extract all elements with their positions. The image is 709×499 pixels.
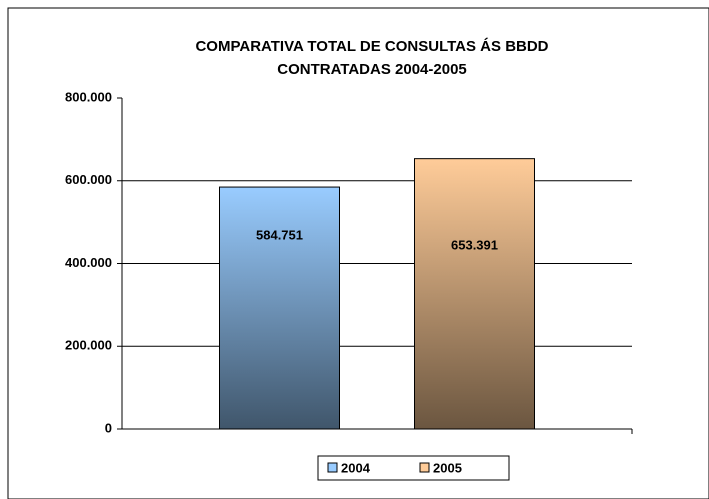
- legend-box: [317, 455, 510, 481]
- bar: [219, 186, 340, 430]
- legend-swatch: [419, 462, 430, 473]
- y-tick-label: 600.000: [65, 172, 112, 187]
- y-tick-label: 800.000: [65, 89, 112, 104]
- chart-frame: [7, 7, 709, 499]
- value-label: 653.391: [451, 237, 498, 252]
- bar: [414, 158, 535, 430]
- chart-title: COMPARATIVA TOTAL DE CONSULTAS ÁS BBDD: [195, 38, 548, 55]
- chart-title: CONTRATADAS 2004-2005: [277, 61, 467, 78]
- legend-swatch: [327, 462, 338, 473]
- legend-label: 2004: [341, 460, 371, 475]
- value-label: 584.751: [256, 227, 303, 242]
- y-tick-label: 0: [105, 420, 112, 435]
- legend-label: 2005: [433, 460, 462, 475]
- y-tick-label: 400.000: [65, 255, 112, 270]
- y-tick-label: 200.000: [65, 338, 112, 353]
